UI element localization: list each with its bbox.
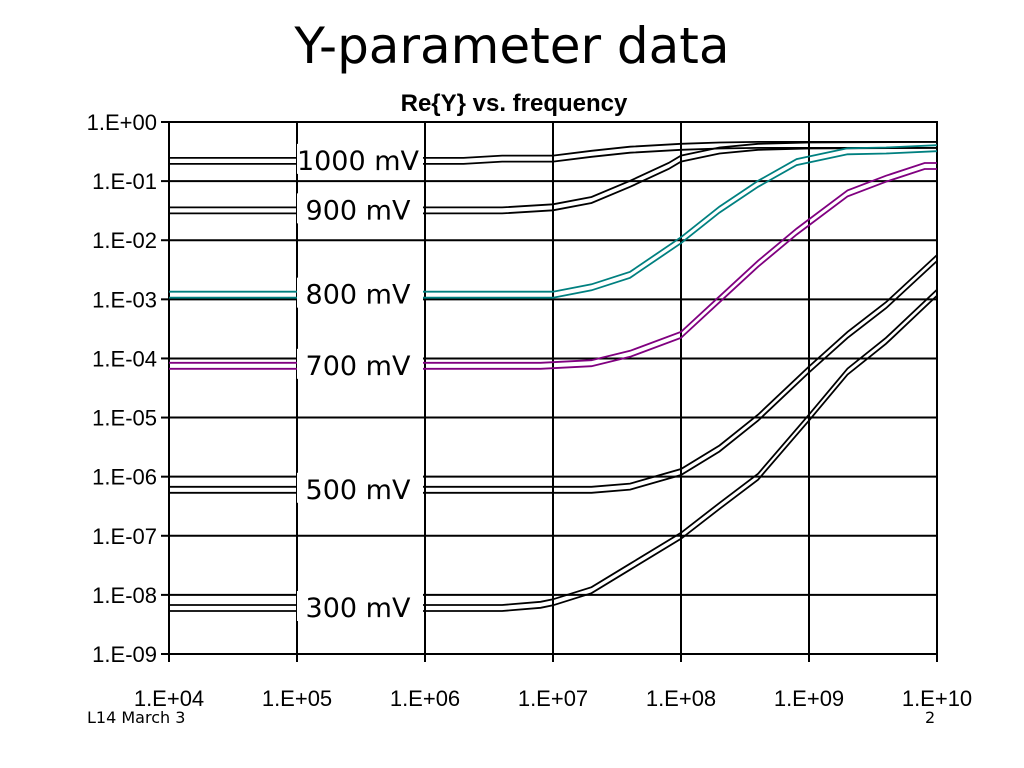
- series-label-500-mv: 500 mV: [306, 475, 411, 506]
- x-tick-label: 1.E+05: [262, 686, 332, 711]
- x-tick-label: 1.E+08: [646, 686, 716, 711]
- series-label-bg: [297, 348, 423, 379]
- series-label-1000-mv: 1000 mV: [297, 146, 420, 177]
- series-line-700-mv: [169, 162, 937, 364]
- series-label-300-mv: 300 mV: [306, 593, 411, 624]
- series-label-900-mv: 900 mV: [306, 195, 411, 226]
- x-tick-label: 1.E+04: [134, 686, 204, 711]
- series-line-900-mv: [169, 141, 938, 209]
- slide-title: Y-parameter data: [294, 17, 730, 75]
- series-line-700-mv: [169, 168, 937, 370]
- grid: [169, 122, 937, 654]
- series-line-1000-mv: [169, 141, 937, 159]
- x-tick-label: 1.E+06: [390, 686, 460, 711]
- y-tick-label: 1.E-03: [92, 287, 157, 312]
- y-tick-label: 1.E-06: [92, 465, 157, 490]
- series-label-bg: [297, 472, 423, 503]
- series-line-800-mv: [169, 150, 938, 299]
- footer-page-number: 2: [925, 708, 936, 727]
- x-tick-label: 1.E+07: [518, 686, 588, 711]
- footer-slide-label: L14 March 3: [87, 708, 186, 727]
- series-line-1000-mv: [169, 147, 937, 165]
- series-line-500-mv: [169, 260, 938, 494]
- x-tick-label: 1.E+10: [902, 686, 972, 711]
- y-tick-label: 1.E-01: [92, 169, 157, 194]
- chart-title: Re{Y} vs. frequency: [401, 90, 628, 117]
- series-line-800-mv: [169, 144, 938, 293]
- x-tick-label: 1.E+09: [774, 686, 844, 711]
- series-line-300-mv: [169, 294, 938, 612]
- series-label-bg: [297, 143, 423, 174]
- series-label-700-mv: 700 mV: [306, 351, 411, 382]
- y-tick-label: 1.E-08: [92, 583, 157, 608]
- y-tick-label: 1.E-09: [92, 642, 157, 667]
- series-label-bg: [297, 591, 423, 622]
- y-tick-label: 1.E-07: [92, 524, 157, 549]
- series-labels: 1000 mV 900 mV 800 mV 700 mV 500 mV 300 mV: [297, 143, 423, 624]
- series-label-bg: [297, 277, 423, 308]
- series-line-900-mv: [169, 147, 938, 215]
- series-label-bg: [297, 193, 423, 224]
- axes: 1.E+00 1.E-01 1.E-02 1.E-03 1.E-04 1.E-05 1.E-…: [87, 110, 973, 711]
- series-lines: [169, 141, 938, 612]
- y-tick-label: 1.E-02: [92, 228, 157, 253]
- y-tick-label: 1.E-05: [92, 406, 157, 431]
- series-line-300-mv: [169, 288, 938, 606]
- y-tick-label: 1.E-04: [92, 346, 157, 371]
- series-label-800-mv: 800 mV: [306, 280, 411, 311]
- series-line-500-mv: [169, 254, 938, 488]
- y-tick-label: 1.E+00: [87, 110, 157, 135]
